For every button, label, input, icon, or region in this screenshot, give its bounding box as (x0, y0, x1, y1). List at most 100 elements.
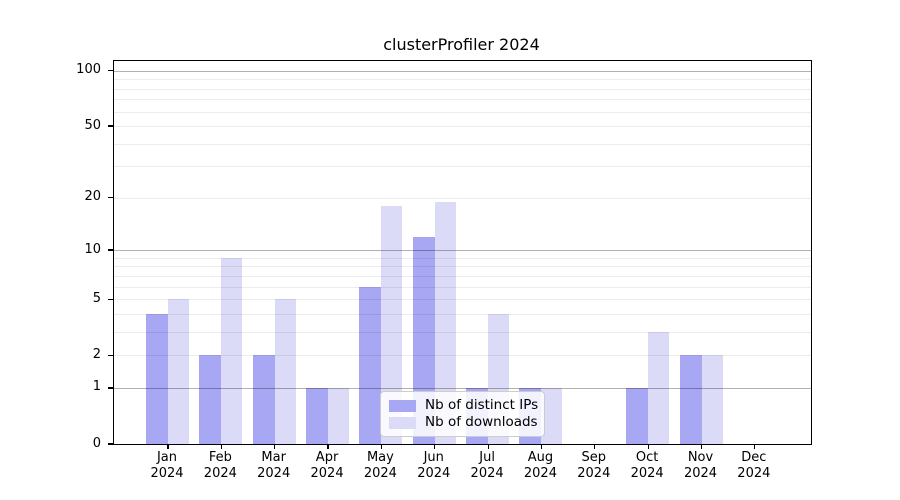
x-tick-label-nov: Nov 2024 (671, 450, 731, 482)
x-tick-year: 2024 (310, 466, 344, 481)
gridline-minor-7 (114, 275, 811, 277)
legend-item-downloads: Nb of downloads (389, 414, 538, 430)
gridline-minor-40 (114, 143, 811, 145)
x-tick-label-may: May 2024 (350, 450, 410, 482)
y-tick-label-0: 0 (92, 435, 101, 451)
bar-aug-downloads (541, 387, 563, 444)
y-tick-label-10: 10 (84, 241, 101, 257)
gridline-minor-30 (114, 166, 811, 168)
x-tick-month: Mar (261, 450, 286, 465)
x-tick-year: 2024 (257, 466, 291, 481)
y-tick-label-2: 2 (92, 346, 101, 362)
x-tick-year: 2024 (363, 466, 397, 481)
x-tick-label-jul: Jul 2024 (457, 450, 517, 482)
x-tick-month: Jun (423, 450, 444, 465)
x-tick-month: Jan (156, 450, 178, 465)
x-tick-year: 2024 (737, 466, 771, 481)
x-tick-month: Jul (479, 450, 495, 465)
x-tick-label-apr: Apr 2024 (297, 450, 357, 482)
x-tick-year: 2024 (523, 466, 557, 481)
gridline-minor-8 (114, 266, 811, 268)
x-tick-year: 2024 (470, 466, 504, 481)
y-tick-label-1: 1 (92, 379, 101, 395)
x-tick-month: Dec (741, 450, 767, 465)
x-tick-jan (167, 444, 169, 449)
gridline-minor-5 (114, 299, 811, 301)
bar-may-distinct-ips (359, 286, 382, 444)
x-tick-year: 2024 (683, 466, 718, 481)
bar-jan-distinct-ips (146, 313, 168, 444)
bar-jan-downloads (168, 299, 189, 444)
legend-item-distinct-ips: Nb of distinct IPs (389, 397, 539, 413)
gridline-major-10 (114, 250, 811, 252)
chart-title: clusterProfiler 2024 (383, 35, 540, 54)
x-tick-label-mar: Mar 2024 (244, 450, 304, 482)
y-tick-20 (107, 197, 113, 199)
x-tick-year: 2024 (630, 466, 664, 481)
y-tick-2 (107, 354, 113, 356)
x-tick-label-jan: Jan 2024 (137, 450, 197, 482)
x-tick-label-jun: Jun 2024 (404, 450, 464, 482)
bar-oct-distinct-ips (626, 387, 649, 444)
x-tick-apr (327, 444, 329, 449)
x-tick-dec (754, 444, 756, 449)
bar-nov-downloads (701, 355, 723, 444)
x-tick-month: May (366, 450, 394, 465)
gridline-minor-70 (114, 99, 811, 101)
x-tick-oct (647, 444, 649, 449)
gridline-minor-50 (114, 126, 811, 128)
legend: Nb of distinct IPs Nb of downloads (380, 391, 545, 437)
bar-mar-downloads (274, 299, 296, 444)
x-tick-month: Oct (635, 450, 659, 465)
legend-swatch-downloads (389, 416, 416, 429)
bar-apr-distinct-ips (306, 387, 329, 444)
gridline-minor-90 (114, 79, 811, 81)
y-tick-label-100: 100 (76, 62, 101, 78)
plot-area (107, 60, 812, 449)
x-tick-aug (540, 444, 543, 449)
x-tick-year: 2024 (417, 466, 451, 481)
gridline-minor-3 (114, 331, 811, 333)
x-tick-year: 2024 (203, 466, 237, 481)
y-tick-1 (107, 387, 113, 389)
x-tick-jun (434, 444, 436, 449)
bar-jun-downloads (434, 201, 456, 444)
bar-may-downloads (381, 205, 403, 444)
x-tick-label-sep: Sep 2024 (564, 450, 624, 482)
y-tick-100 (107, 70, 113, 72)
x-tick-feb (220, 444, 222, 449)
x-tick-month: Aug (527, 450, 554, 465)
x-tick-month: Nov (687, 450, 714, 465)
x-tick-nov (700, 444, 703, 449)
gridline-minor-9 (114, 257, 811, 259)
bar-mar-distinct-ips (252, 355, 275, 444)
legend-label-distinct-ips: Nb of distinct IPs (425, 397, 539, 413)
legend-label-downloads: Nb of downloads (425, 414, 538, 430)
gridline-minor-6 (114, 286, 811, 288)
bar-feb-downloads (221, 257, 243, 444)
bar-oct-downloads (648, 331, 670, 444)
gridline-minor-4 (114, 313, 811, 315)
y-tick-label-50: 50 (84, 117, 101, 133)
bar-nov-distinct-ips (679, 355, 702, 444)
y-tick-0 (107, 443, 113, 445)
y-tick-10 (107, 249, 113, 251)
y-tick-5 (107, 298, 113, 300)
bar-apr-downloads (328, 387, 350, 444)
y-tick-50 (107, 125, 113, 127)
x-tick-month: Feb (208, 450, 232, 465)
gridline-major-100 (114, 70, 811, 72)
x-tick-label-feb: Feb 2024 (190, 450, 250, 482)
bar-feb-distinct-ips (199, 355, 222, 444)
x-tick-sep (594, 444, 596, 449)
y-tick-label-5: 5 (92, 290, 101, 306)
gridline-minor-20 (114, 197, 811, 199)
x-tick-may (380, 444, 382, 449)
x-tick-year: 2024 (150, 466, 184, 481)
x-tick-label-aug: Aug 2024 (510, 450, 570, 482)
x-tick-month: Sep (581, 450, 607, 465)
x-tick-year: 2024 (577, 466, 611, 481)
legend-swatch-distinct-ips (389, 399, 416, 412)
x-tick-label-oct: Oct 2024 (617, 450, 677, 482)
